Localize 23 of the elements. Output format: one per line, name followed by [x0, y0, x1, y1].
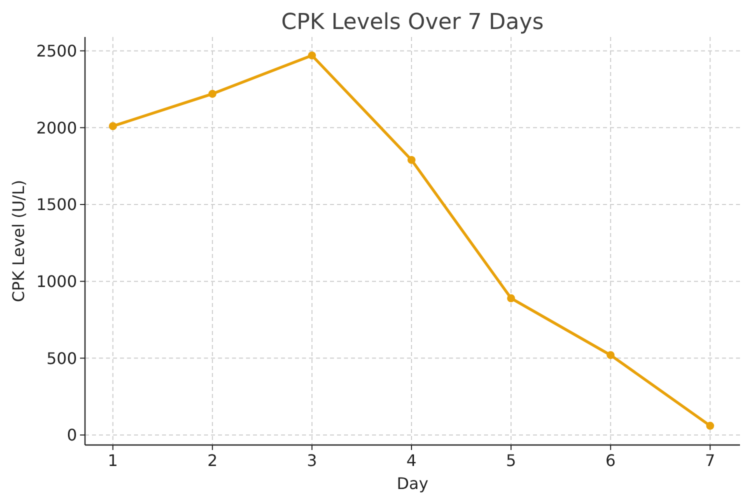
- x-tick-label: 7: [705, 451, 716, 470]
- point: [507, 294, 516, 302]
- x-axis-title: Day: [396, 474, 428, 493]
- x-tick-label: 4: [406, 451, 417, 470]
- point: [706, 422, 714, 430]
- x-tick-label: 2: [207, 451, 218, 470]
- x-tick-label: 3: [306, 451, 318, 470]
- y-tick-label: 1000: [36, 272, 77, 291]
- x-tick-label: 5: [506, 451, 516, 470]
- y-tick-label: 2000: [36, 118, 77, 138]
- y-tick-label: 0: [66, 426, 77, 445]
- point: [408, 156, 416, 164]
- y-tick-label: 500: [46, 348, 77, 368]
- y-axis-title: CPK Level (U/L): [9, 180, 28, 302]
- y-tick-label: 2500: [36, 41, 77, 60]
- y-tick-label: 1500: [36, 195, 77, 214]
- chart-title: CPK Levels Over 7 Days: [281, 10, 544, 35]
- point: [606, 351, 615, 360]
- point: [108, 122, 117, 130]
- point: [208, 90, 216, 98]
- point: [308, 51, 316, 60]
- x-tick-label: 1: [108, 451, 118, 470]
- x-tick-label: 6: [606, 451, 616, 470]
